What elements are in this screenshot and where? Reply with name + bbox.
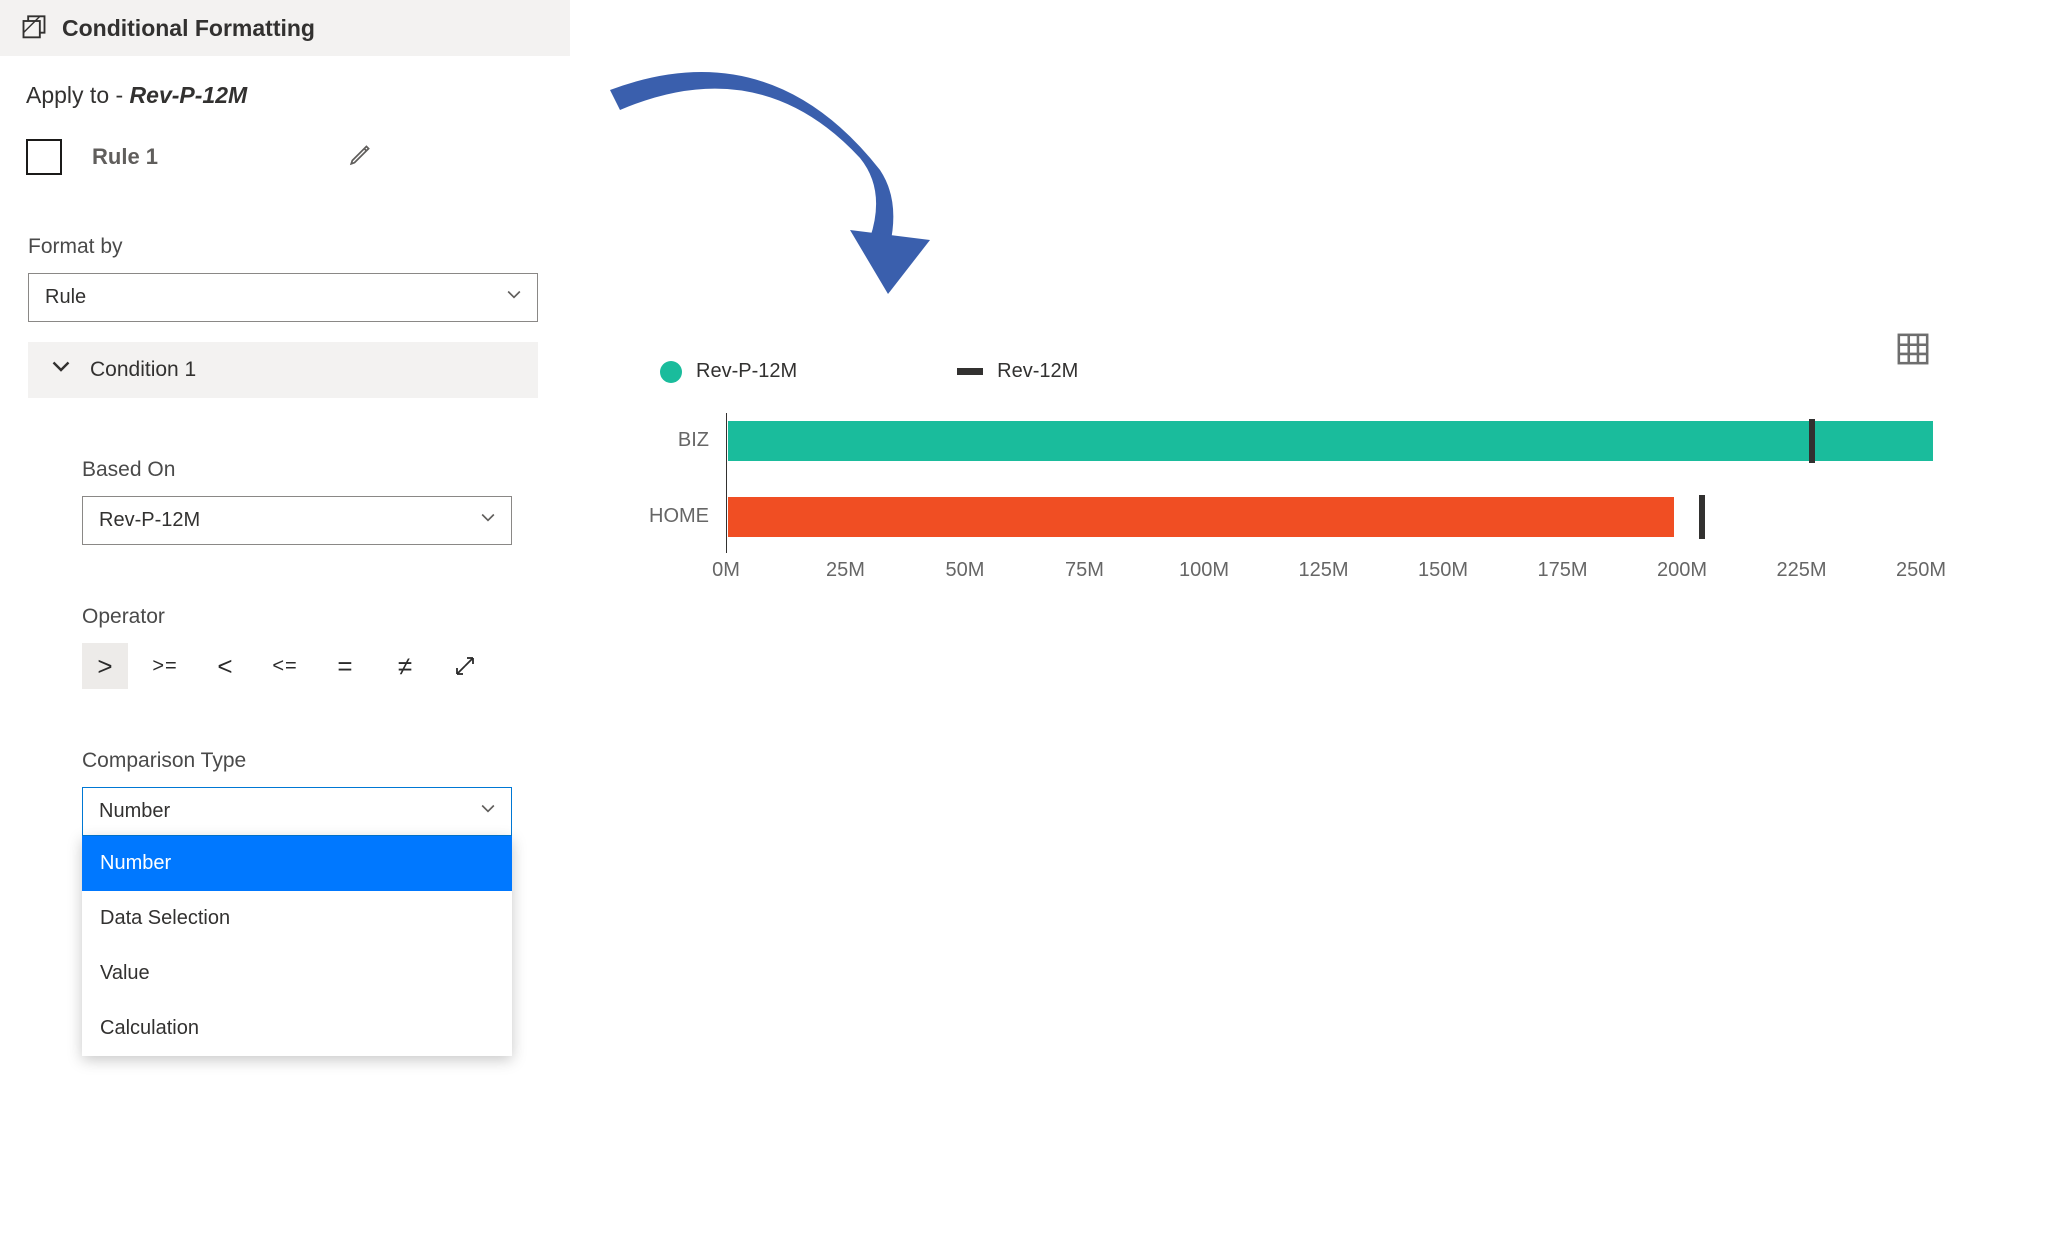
conditional-formatting-icon	[20, 14, 48, 42]
comparison-type-value: Number	[99, 800, 170, 823]
comparison-type-label: Comparison Type	[82, 749, 570, 773]
chevron-down-icon	[52, 358, 70, 382]
comparison-type-option[interactable]: Calculation	[82, 1001, 512, 1056]
axis-tick: 250M	[1896, 559, 1946, 582]
apply-to-row: Apply to - Rev-P-12M	[0, 56, 570, 109]
legend-dot-icon	[660, 361, 682, 383]
axis-tick: 200M	[1657, 559, 1707, 582]
legend-label: Rev-P-12M	[696, 360, 797, 383]
category-label: BIZ	[627, 429, 727, 452]
operator-option[interactable]: >=	[142, 643, 188, 689]
conditional-formatting-panel: Conditional Formatting Apply to - Rev-P-…	[0, 0, 570, 1056]
condition-header[interactable]: Condition 1	[28, 342, 538, 398]
based-on-select[interactable]: Rev-P-12M	[82, 496, 512, 545]
chevron-down-icon	[507, 288, 521, 307]
axis-tick: 225M	[1776, 559, 1826, 582]
comparison-type-select[interactable]: Number	[82, 787, 512, 836]
grid-icon[interactable]	[1896, 332, 1930, 366]
axis-tick: 50M	[946, 559, 985, 582]
axis-tick: 175M	[1537, 559, 1587, 582]
axis-tick: 25M	[826, 559, 865, 582]
legend-dash-icon	[957, 368, 983, 375]
condition-title: Condition 1	[90, 358, 196, 382]
rule-row[interactable]: Rule 1	[26, 139, 544, 175]
comparison-type-dropdown: NumberData SelectionValueCalculation	[82, 836, 512, 1056]
apply-to-field: Rev-P-12M	[130, 82, 248, 108]
comparison-type-option[interactable]: Value	[82, 946, 512, 1001]
operator-label: Operator	[82, 605, 570, 629]
panel-title: Conditional Formatting	[62, 15, 315, 42]
comparison-type-option[interactable]: Number	[82, 836, 512, 891]
operator-option[interactable]: >	[82, 643, 128, 689]
operator-row: > >= < <= = ≠	[82, 643, 570, 689]
chart-bar[interactable]	[728, 497, 1674, 537]
comparison-type-option[interactable]: Data Selection	[82, 891, 512, 946]
chart-marker[interactable]	[1809, 419, 1815, 463]
operator-option[interactable]: =	[322, 643, 368, 689]
chart-plot: BIZHOME	[726, 413, 1921, 553]
category-label: HOME	[627, 505, 727, 528]
operator-option[interactable]	[442, 643, 488, 689]
format-by-select[interactable]: Rule	[28, 273, 538, 322]
format-by-label: Format by	[28, 235, 570, 259]
format-by-value: Rule	[45, 286, 86, 309]
chart-marker[interactable]	[1699, 495, 1705, 539]
operator-option[interactable]: <=	[262, 643, 308, 689]
rule-color-swatch[interactable]	[26, 139, 62, 175]
annotation-arrow	[590, 40, 950, 300]
chevron-down-icon	[481, 511, 495, 530]
axis-tick: 100M	[1179, 559, 1229, 582]
chevron-down-icon	[481, 802, 495, 821]
operator-option[interactable]: <	[202, 643, 248, 689]
axis-tick: 150M	[1418, 559, 1468, 582]
operator-option[interactable]: ≠	[382, 643, 428, 689]
legend-item[interactable]: Rev-P-12M	[660, 360, 797, 383]
legend-item[interactable]: Rev-12M	[957, 360, 1078, 383]
based-on-value: Rev-P-12M	[99, 509, 200, 532]
axis-tick: 0M	[712, 559, 740, 582]
chart-region: Rev-P-12MRev-12M BIZHOME 0M25M50M75M100M…	[620, 320, 1920, 589]
rule-name: Rule 1	[92, 144, 158, 170]
legend-label: Rev-12M	[997, 360, 1078, 383]
apply-to-prefix: Apply to -	[26, 82, 130, 108]
based-on-label: Based On	[82, 458, 570, 482]
chart-bar[interactable]	[728, 421, 1933, 461]
chart-legend: Rev-P-12M Rev-12M	[660, 360, 1920, 383]
panel-header: Conditional Formatting	[0, 0, 570, 56]
chart-x-axis: 0M25M50M75M100M125M150M175M200M225M250M	[726, 559, 1921, 589]
edit-rule-button[interactable]	[348, 141, 374, 173]
axis-tick: 75M	[1065, 559, 1104, 582]
axis-tick: 125M	[1298, 559, 1348, 582]
